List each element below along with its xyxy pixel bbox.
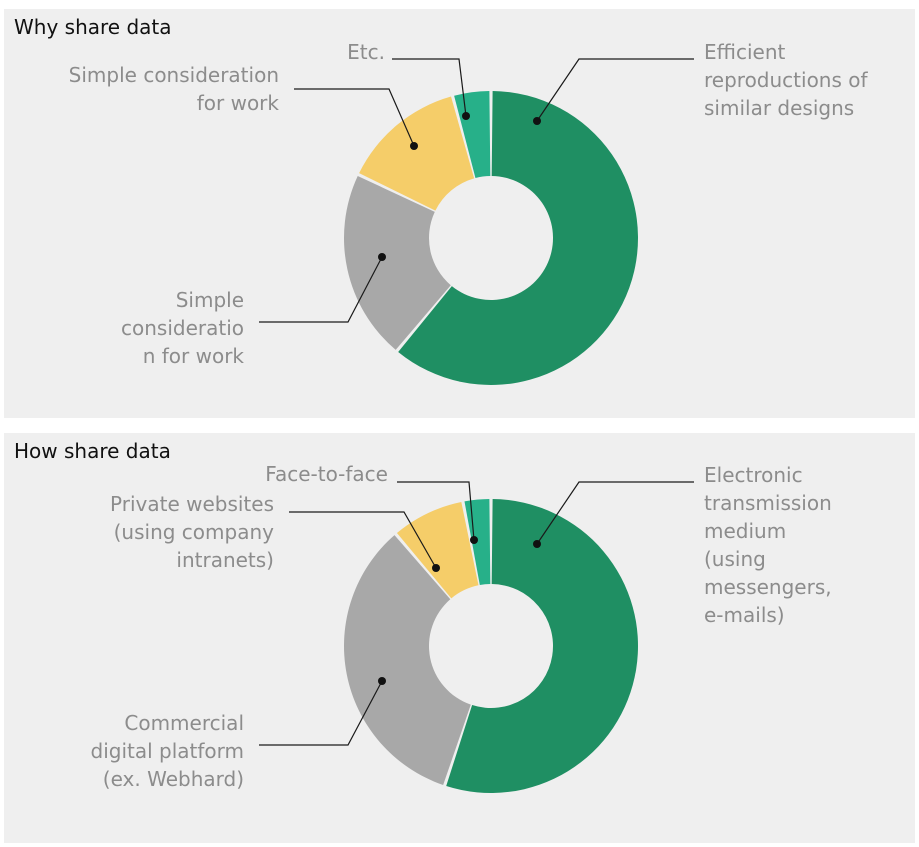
leader-dot [533, 117, 541, 125]
donut-chart-how: Electronic transmission medium (using messen… [91, 462, 832, 793]
donut-slice [344, 535, 471, 785]
slice-label: Etc. [347, 40, 385, 64]
donut-slice [446, 499, 638, 793]
chart-panel-why: Why share data Efficient reproductions of… [4, 9, 915, 418]
chart-title: How share data [14, 439, 171, 463]
chart-panel-how: How share data Electronic transmission med… [4, 433, 915, 843]
donut-slice [398, 91, 638, 386]
leader-line [397, 481, 475, 541]
leader-dot [378, 253, 386, 261]
leader-dot [410, 142, 418, 150]
leader-line [392, 58, 467, 117]
leader-line [294, 88, 415, 147]
slice-label: Private websites (using company intranets) [110, 492, 274, 572]
donut-chart-why: Efficient reproductions of similar designs… [69, 40, 868, 386]
leader-dot [432, 564, 440, 572]
slice-label: Commercial digital platform (ex. Webhard) [91, 711, 245, 791]
slice-label: Simple consideratio n for work [121, 288, 244, 368]
slice-label: Efficient reproductions of similar designs [704, 40, 868, 120]
donut-slice [454, 91, 491, 178]
leader-dot [462, 112, 470, 120]
leader-line [536, 481, 694, 545]
leader-line [536, 58, 694, 122]
donut-slice [396, 502, 479, 599]
donut-slice [344, 175, 451, 350]
slice-label: Electronic transmission medium (using messen… [704, 463, 832, 627]
donut-slice [359, 96, 475, 211]
chart-title: Why share data [14, 15, 172, 39]
leader-dot [378, 677, 386, 685]
leader-line [259, 680, 383, 746]
leader-line [259, 256, 383, 323]
slice-label: Face-to-face [265, 462, 388, 486]
leader-dot [470, 536, 478, 544]
leader-dot [533, 540, 541, 548]
slice-label: Simple consideration for work [69, 63, 280, 115]
leader-line [289, 511, 437, 569]
